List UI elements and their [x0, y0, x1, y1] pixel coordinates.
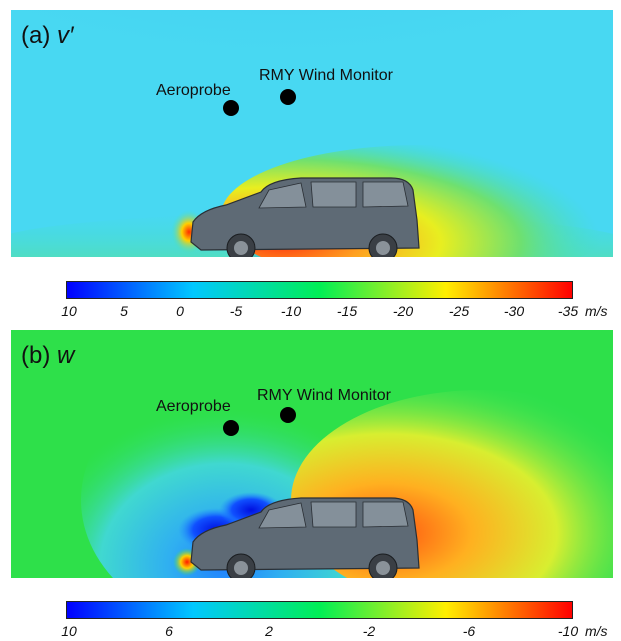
- tick-label: 6: [165, 623, 173, 639]
- tick-label: -2: [362, 623, 376, 639]
- contour-panel-v-prime: (a) v′ Aeroprobe RMY Wind Monitor: [11, 10, 613, 257]
- tick-label: -25: [448, 303, 470, 319]
- van-silhouette: [190, 497, 420, 578]
- tick-label: 10: [61, 623, 77, 639]
- tick-label: 10: [61, 303, 77, 319]
- panel-label-b: (b) w: [21, 342, 75, 369]
- aeroprobe-label: Aeroprobe: [156, 82, 231, 99]
- tick-label: 5: [120, 303, 128, 319]
- tick-label: -10: [557, 623, 579, 639]
- unit-label: m/s: [585, 623, 608, 639]
- rmy-wind-monitor-label: RMY Wind Monitor: [257, 387, 391, 404]
- tick-label: -35: [557, 303, 579, 319]
- tick-label: -30: [503, 303, 525, 319]
- unit-label: m/s: [585, 303, 608, 319]
- tick-label: 2: [265, 623, 273, 639]
- colorbar-ticks-v-prime: 10 5 0 -5 -10 -15 -20 -25 -30 -35 m/s: [0, 303, 621, 321]
- colorbar-ticks-w: 10 6 2 -2 -6 -10 m/s: [0, 623, 621, 641]
- colorbar-w: [66, 601, 573, 619]
- contour-panel-w: (b) w Aeroprobe RMY Wind Monitor: [11, 330, 613, 578]
- rmy-wind-monitor-marker: [280, 89, 296, 105]
- aeroprobe-marker: [223, 100, 239, 116]
- rmy-wind-monitor-label: RMY Wind Monitor: [259, 67, 393, 84]
- contour-upstream-region: [11, 10, 613, 160]
- tick-label: -6: [462, 623, 476, 639]
- tick-label: -5: [229, 303, 243, 319]
- panel-label-a: (a) v′: [21, 22, 74, 49]
- tick-label: -15: [336, 303, 358, 319]
- van-silhouette: [190, 177, 420, 257]
- rmy-wind-monitor-marker: [280, 407, 296, 423]
- colorbar-v-prime: [66, 281, 573, 299]
- aeroprobe-marker: [223, 420, 239, 436]
- aeroprobe-label: Aeroprobe: [156, 398, 231, 415]
- tick-label: -20: [392, 303, 414, 319]
- tick-label: -10: [280, 303, 302, 319]
- tick-label: 0: [176, 303, 184, 319]
